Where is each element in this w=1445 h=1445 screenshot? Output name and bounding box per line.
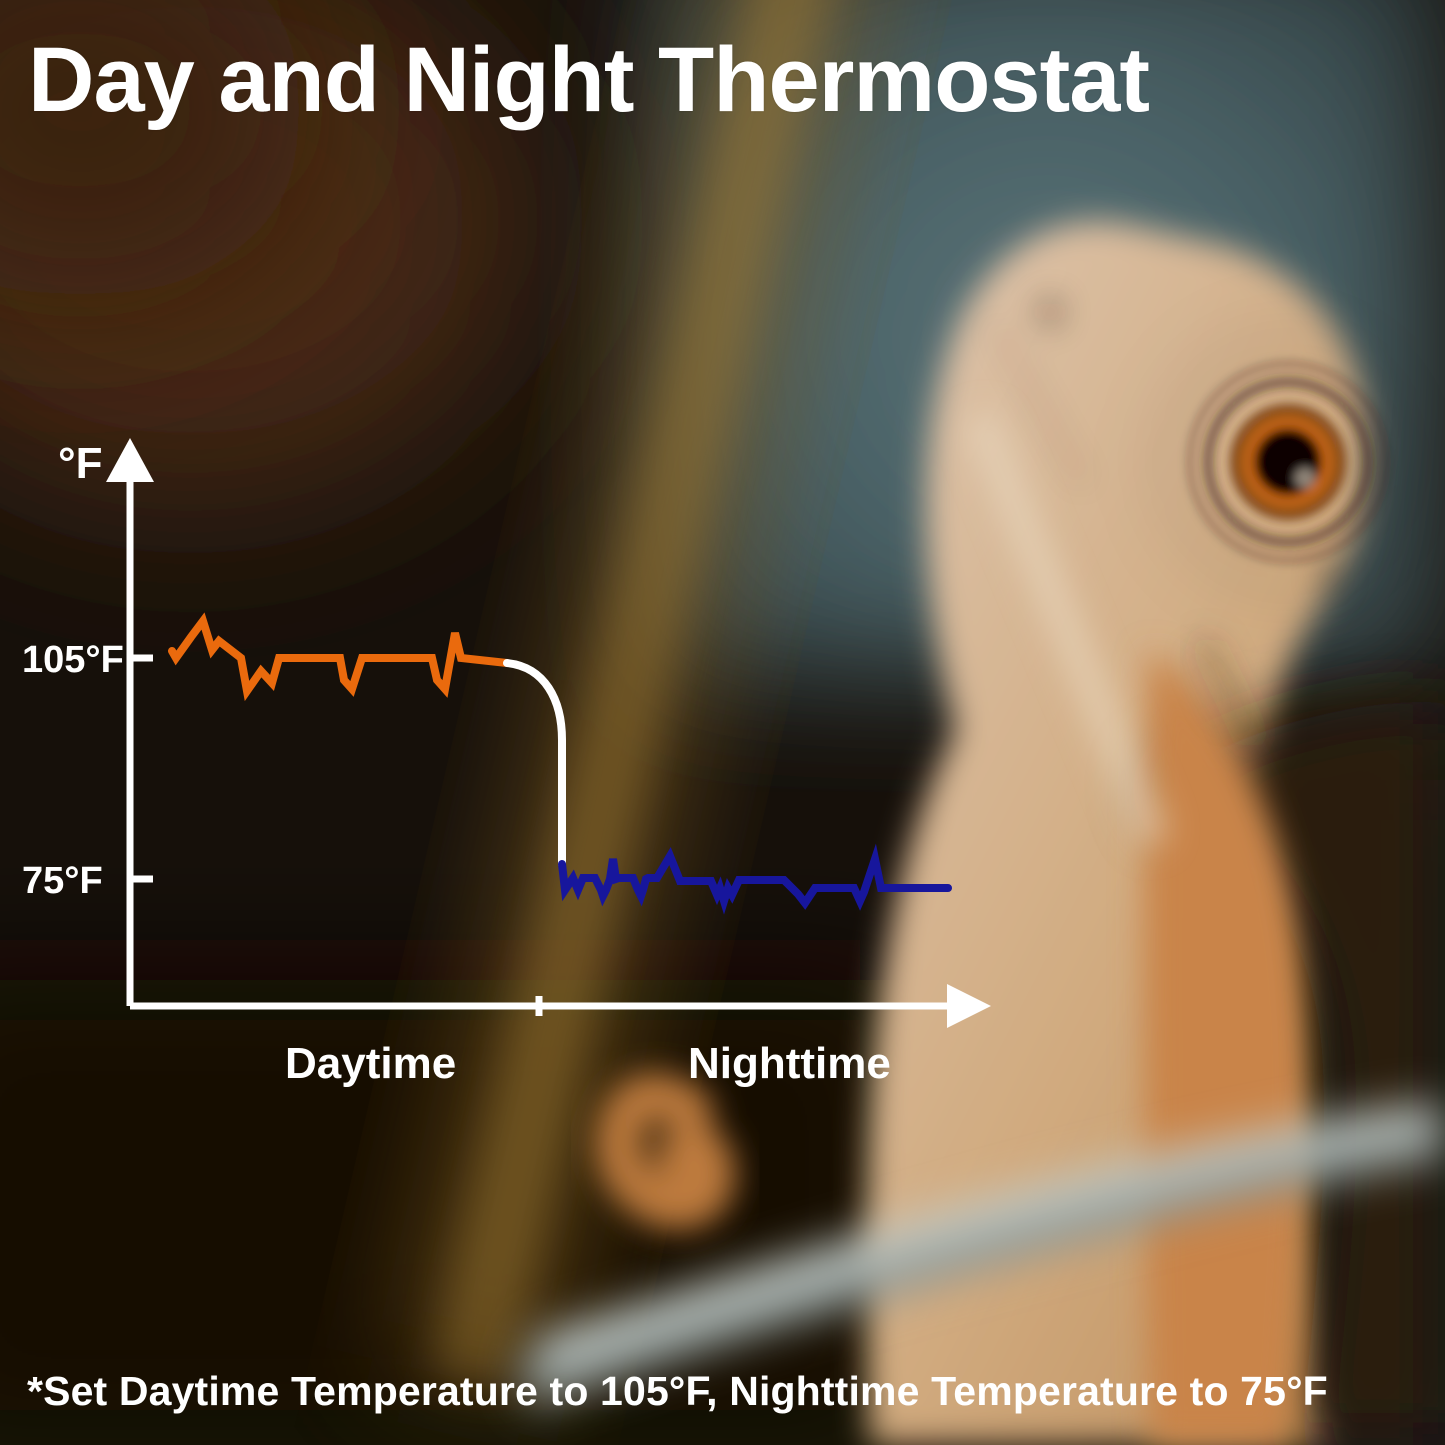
svg-text:105°F: 105°F: [22, 639, 124, 681]
svg-text:°F: °F: [58, 439, 102, 488]
svg-text:Daytime: Daytime: [285, 1039, 456, 1088]
svg-text:Nighttime: Nighttime: [688, 1039, 891, 1088]
svg-text:75°F: 75°F: [22, 860, 103, 902]
